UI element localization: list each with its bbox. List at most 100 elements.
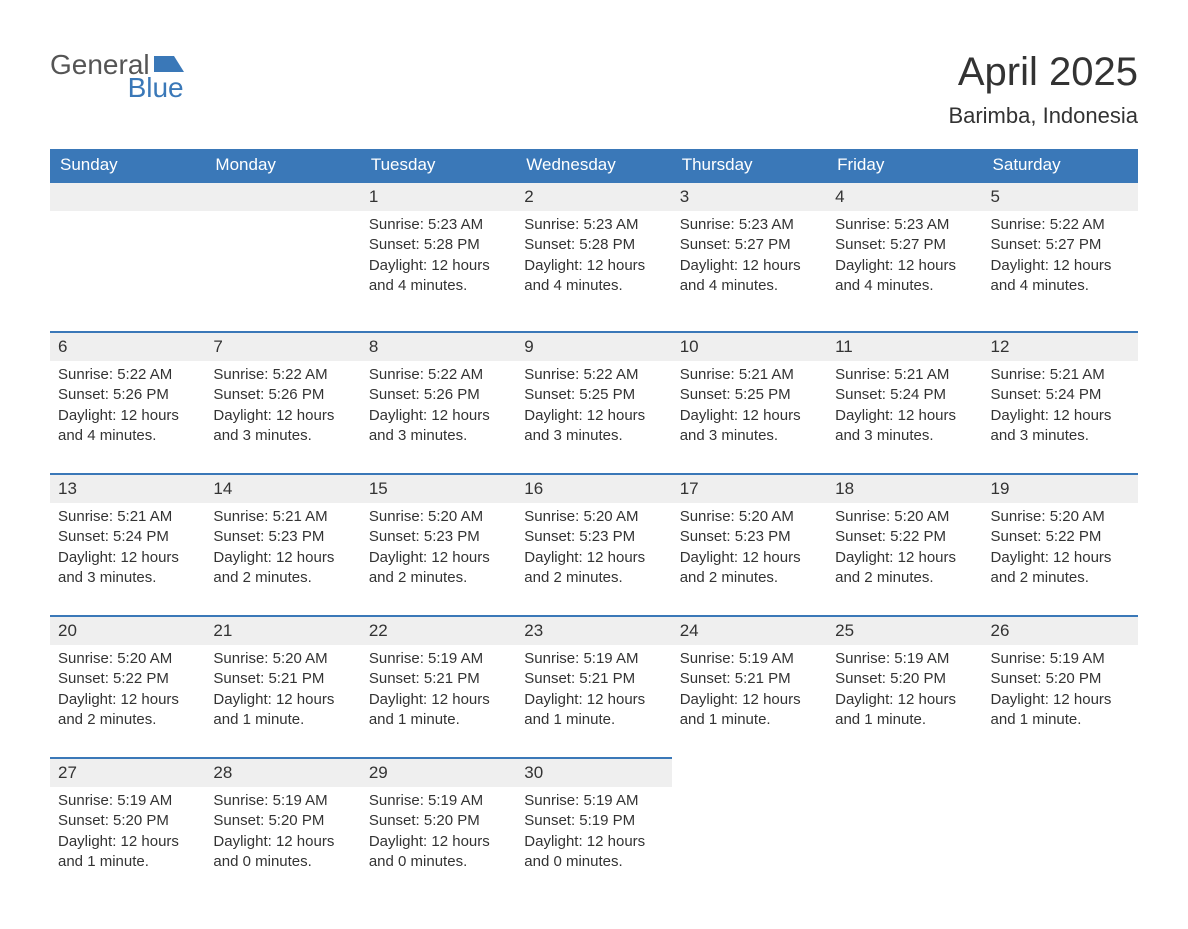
- sunset-line: Sunset: 5:21 PM: [213, 669, 352, 689]
- sunrise-line: Sunrise: 5:21 AM: [58, 507, 197, 527]
- calendar-week-row: 20Sunrise: 5:20 AMSunset: 5:22 PMDayligh…: [50, 615, 1138, 757]
- day-number: 27: [50, 757, 205, 787]
- daylight-line: Daylight: 12 hours and 1 minute.: [991, 690, 1130, 731]
- sunset-line: Sunset: 5:22 PM: [835, 527, 974, 547]
- day-details: Sunrise: 5:22 AMSunset: 5:26 PMDaylight:…: [205, 361, 360, 454]
- day-details: Sunrise: 5:22 AMSunset: 5:26 PMDaylight:…: [361, 361, 516, 454]
- page-header: General Blue April 2025 Barimba, Indones…: [50, 50, 1138, 129]
- day-details: Sunrise: 5:19 AMSunset: 5:20 PMDaylight:…: [983, 645, 1138, 738]
- calendar-cell: 10Sunrise: 5:21 AMSunset: 5:25 PMDayligh…: [672, 331, 827, 473]
- daylight-line: Daylight: 12 hours and 4 minutes.: [524, 256, 663, 297]
- day-details: Sunrise: 5:20 AMSunset: 5:22 PMDaylight:…: [827, 503, 982, 596]
- calendar-cell: 22Sunrise: 5:19 AMSunset: 5:21 PMDayligh…: [361, 615, 516, 757]
- sunrise-line: Sunrise: 5:20 AM: [680, 507, 819, 527]
- day-number: 16: [516, 473, 671, 503]
- calendar-cell: 11Sunrise: 5:21 AMSunset: 5:24 PMDayligh…: [827, 331, 982, 473]
- sunset-line: Sunset: 5:23 PM: [369, 527, 508, 547]
- daylight-line: Daylight: 12 hours and 3 minutes.: [524, 406, 663, 447]
- calendar-cell: 5Sunrise: 5:22 AMSunset: 5:27 PMDaylight…: [983, 181, 1138, 331]
- sunset-line: Sunset: 5:21 PM: [680, 669, 819, 689]
- sunset-line: Sunset: 5:28 PM: [369, 235, 508, 255]
- daylight-line: Daylight: 12 hours and 4 minutes.: [369, 256, 508, 297]
- day-number: 29: [361, 757, 516, 787]
- sunrise-line: Sunrise: 5:19 AM: [680, 649, 819, 669]
- sunrise-line: Sunrise: 5:22 AM: [213, 365, 352, 385]
- day-number: 1: [361, 181, 516, 211]
- day-details: Sunrise: 5:20 AMSunset: 5:23 PMDaylight:…: [361, 503, 516, 596]
- day-number: 6: [50, 331, 205, 361]
- daylight-line: Daylight: 12 hours and 1 minute.: [680, 690, 819, 731]
- sunrise-line: Sunrise: 5:21 AM: [680, 365, 819, 385]
- calendar-cell: 24Sunrise: 5:19 AMSunset: 5:21 PMDayligh…: [672, 615, 827, 757]
- sunrise-line: Sunrise: 5:19 AM: [369, 791, 508, 811]
- calendar-body: 1Sunrise: 5:23 AMSunset: 5:28 PMDaylight…: [50, 181, 1138, 899]
- day-details: Sunrise: 5:20 AMSunset: 5:22 PMDaylight:…: [983, 503, 1138, 596]
- calendar-cell: 18Sunrise: 5:20 AMSunset: 5:22 PMDayligh…: [827, 473, 982, 615]
- sunrise-line: Sunrise: 5:20 AM: [213, 649, 352, 669]
- sunset-line: Sunset: 5:20 PM: [58, 811, 197, 831]
- calendar-cell: 27Sunrise: 5:19 AMSunset: 5:20 PMDayligh…: [50, 757, 205, 899]
- sunrise-line: Sunrise: 5:21 AM: [835, 365, 974, 385]
- sunset-line: Sunset: 5:24 PM: [58, 527, 197, 547]
- calendar-cell: 21 Sunrise: 5:20 AMSunset: 5:21 PMDayligh…: [205, 615, 360, 757]
- day-number: 3: [672, 181, 827, 211]
- empty-day-number: [50, 181, 205, 211]
- day-number: 10: [672, 331, 827, 361]
- day-details: Sunrise: 5:21 AMSunset: 5:24 PMDaylight:…: [827, 361, 982, 454]
- calendar-cell: [205, 181, 360, 331]
- day-details: Sunrise: 5:23 AMSunset: 5:28 PMDaylight:…: [361, 211, 516, 304]
- daylight-line: Daylight: 12 hours and 1 minute.: [213, 690, 352, 731]
- sunrise-line: Sunrise: 5:19 AM: [991, 649, 1130, 669]
- sunrise-line: Sunrise: 5:19 AM: [524, 791, 663, 811]
- day-number: 24: [672, 615, 827, 645]
- sunset-line: Sunset: 5:24 PM: [991, 385, 1130, 405]
- day-details: Sunrise: 5:19 AMSunset: 5:21 PMDaylight:…: [361, 645, 516, 738]
- daylight-line: Daylight: 12 hours and 0 minutes.: [369, 832, 508, 873]
- calendar-cell: [672, 757, 827, 899]
- calendar-cell: 23Sunrise: 5:19 AMSunset: 5:21 PMDayligh…: [516, 615, 671, 757]
- day-details: Sunrise: 5:19 AMSunset: 5:19 PMDaylight:…: [516, 787, 671, 880]
- calendar-cell: 3Sunrise: 5:23 AMSunset: 5:27 PMDaylight…: [672, 181, 827, 331]
- day-number: 30: [516, 757, 671, 787]
- daylight-line: Daylight: 12 hours and 1 minute.: [58, 832, 197, 873]
- day-number: 8: [361, 331, 516, 361]
- sunset-line: Sunset: 5:22 PM: [58, 669, 197, 689]
- day-number: 9: [516, 331, 671, 361]
- calendar-cell: 8Sunrise: 5:22 AMSunset: 5:26 PMDaylight…: [361, 331, 516, 473]
- weekday-header: Tuesday: [361, 149, 516, 181]
- sunset-line: Sunset: 5:23 PM: [213, 527, 352, 547]
- sunset-line: Sunset: 5:21 PM: [524, 669, 663, 689]
- daylight-line: Daylight: 12 hours and 3 minutes.: [369, 406, 508, 447]
- sunrise-line: Sunrise: 5:22 AM: [369, 365, 508, 385]
- sunrise-line: Sunrise: 5:22 AM: [991, 215, 1130, 235]
- sunset-line: Sunset: 5:21 PM: [369, 669, 508, 689]
- sunrise-line: Sunrise: 5:19 AM: [835, 649, 974, 669]
- daylight-line: Daylight: 12 hours and 3 minutes.: [835, 406, 974, 447]
- calendar-cell: 14Sunrise: 5:21 AMSunset: 5:23 PMDayligh…: [205, 473, 360, 615]
- daylight-line: Daylight: 12 hours and 1 minute.: [524, 690, 663, 731]
- sunset-line: Sunset: 5:26 PM: [58, 385, 197, 405]
- location-label: Barimba, Indonesia: [948, 103, 1138, 129]
- sunrise-line: Sunrise: 5:23 AM: [680, 215, 819, 235]
- sunset-line: Sunset: 5:20 PM: [369, 811, 508, 831]
- daylight-line: Daylight: 12 hours and 3 minutes.: [991, 406, 1130, 447]
- calendar-cell: 20Sunrise: 5:20 AMSunset: 5:22 PMDayligh…: [50, 615, 205, 757]
- day-details: Sunrise: 5:19 AMSunset: 5:21 PMDaylight:…: [672, 645, 827, 738]
- daylight-line: Daylight: 12 hours and 2 minutes.: [58, 690, 197, 731]
- calendar-cell: 16Sunrise: 5:20 AMSunset: 5:23 PMDayligh…: [516, 473, 671, 615]
- day-details: Sunrise: 5:21 AMSunset: 5:25 PMDaylight:…: [672, 361, 827, 454]
- day-number: 25: [827, 615, 982, 645]
- calendar-cell: 26Sunrise: 5:19 AMSunset: 5:20 PMDayligh…: [983, 615, 1138, 757]
- weekday-header-row: Sunday Monday Tuesday Wednesday Thursday…: [50, 149, 1138, 181]
- day-number: 12: [983, 331, 1138, 361]
- daylight-line: Daylight: 12 hours and 1 minute.: [835, 690, 974, 731]
- weekday-header: Sunday: [50, 149, 205, 181]
- sunset-line: Sunset: 5:19 PM: [524, 811, 663, 831]
- day-details: Sunrise: 5:20 AMSunset: 5:23 PMDaylight:…: [672, 503, 827, 596]
- calendar-cell: 28Sunrise: 5:19 AMSunset: 5:20 PMDayligh…: [205, 757, 360, 899]
- sunrise-line: Sunrise: 5:20 AM: [991, 507, 1130, 527]
- sunset-line: Sunset: 5:23 PM: [680, 527, 819, 547]
- daylight-line: Daylight: 12 hours and 0 minutes.: [524, 832, 663, 873]
- day-number: 21: [205, 615, 360, 645]
- calendar-cell: 6Sunrise: 5:22 AMSunset: 5:26 PMDaylight…: [50, 331, 205, 473]
